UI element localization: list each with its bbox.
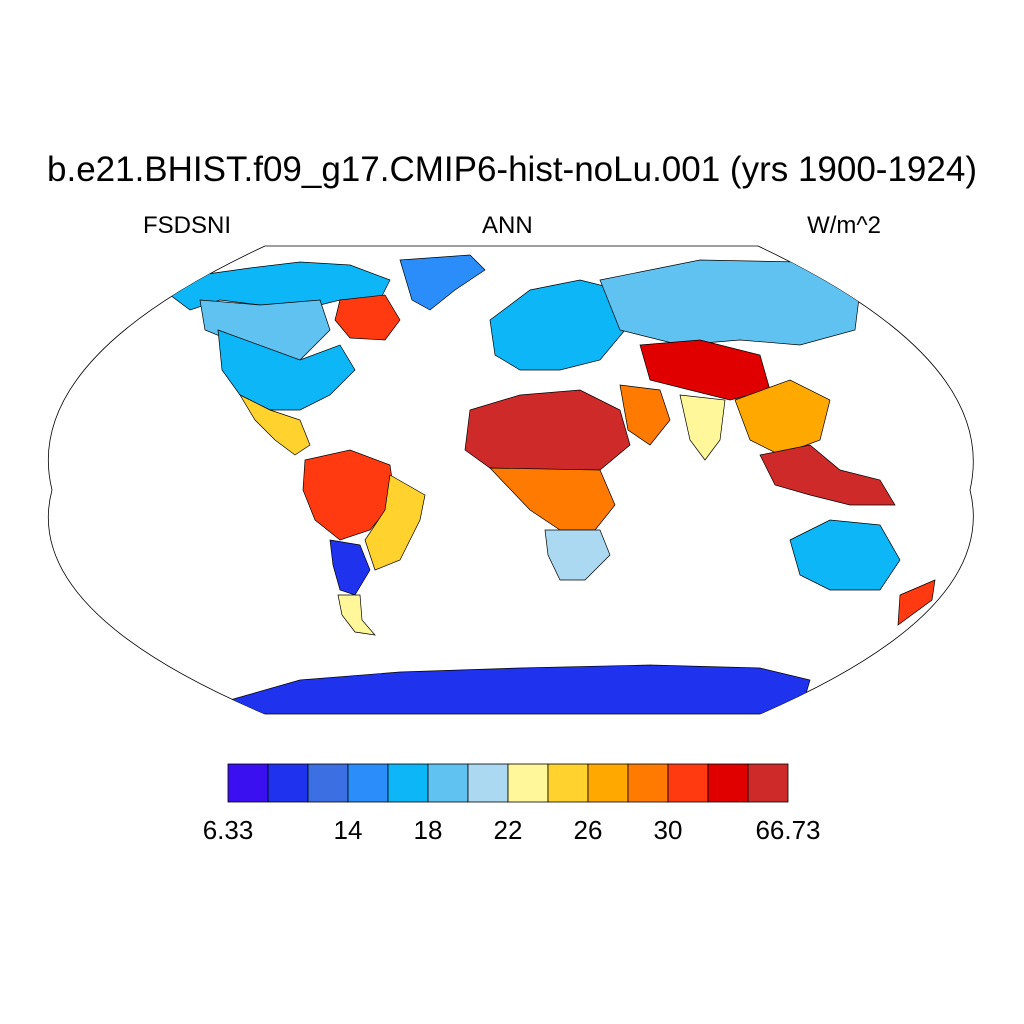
colorbar-bin-1	[267, 763, 309, 803]
colorbar-bin-6	[467, 763, 509, 803]
region-united-states	[217, 329, 356, 411]
region-greenland	[399, 254, 486, 311]
region-new-zealand	[897, 579, 936, 626]
season-label: ANN	[482, 212, 533, 239]
colorbar-tick-label: 22	[494, 815, 523, 845]
units-label: W/m^2	[807, 212, 881, 239]
colorbar-tick-label: 66.73	[755, 815, 820, 845]
region-maritime-continent	[759, 444, 896, 506]
colorbar-bin-12	[707, 763, 749, 803]
colorbar-tick-label: 30	[654, 815, 683, 845]
region-australia	[789, 519, 901, 591]
region-southeast-asia	[734, 379, 831, 456]
colorbar-bin-4	[387, 763, 429, 803]
colorbar-tick-label: 14	[334, 815, 363, 845]
region-siberia	[599, 259, 861, 346]
region-southern-africa	[544, 529, 611, 581]
colorbar-bin-8	[547, 763, 589, 803]
colorbar-bin-7	[507, 763, 549, 803]
region-india	[679, 394, 726, 461]
colorbar-tick-label: 6.33	[203, 815, 254, 845]
region-sahara	[464, 389, 631, 476]
colorbar-bin-13	[747, 763, 789, 803]
region-arabia	[619, 384, 671, 446]
colorbar-bin-9	[587, 763, 629, 803]
colorbar-bin-0	[227, 763, 269, 803]
colorbar-tick-label: 26	[574, 815, 603, 845]
region-europe	[489, 279, 626, 371]
region-amazon-basin	[302, 449, 396, 541]
colorbar-bin-11	[667, 763, 709, 803]
colorbar-bin-10	[627, 763, 669, 803]
region-hudson-bay-east	[334, 294, 401, 341]
colorbar-bin-5	[427, 763, 469, 803]
region-antarctica	[229, 664, 811, 714]
colorbar-bin-2	[307, 763, 349, 803]
region-patagonia	[337, 594, 376, 636]
region-brazil-east	[364, 474, 426, 571]
plot-title: b.e21.BHIST.f09_g17.CMIP6-hist-noLu.001 …	[47, 150, 977, 189]
colorbar-tick-label: 18	[414, 815, 443, 845]
region-mexico-central-america	[239, 394, 311, 456]
variable-label: FSDSNI	[143, 212, 232, 239]
colorbar-bin-3	[347, 763, 389, 803]
